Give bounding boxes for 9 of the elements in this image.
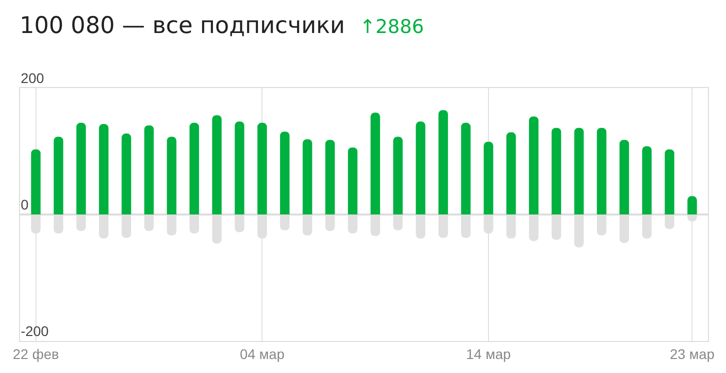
- x-tick-label: 22 фев: [12, 346, 59, 362]
- y-tick-label: 200: [20, 70, 44, 86]
- y-tick-label: 0: [20, 196, 29, 213]
- x-tick-label: 04 мар: [240, 346, 285, 362]
- x-tick-label: 14 мар: [466, 346, 512, 362]
- chart-title: 100 080 — все подписчики: [20, 12, 346, 39]
- chart-subtitle: ↑2886: [360, 16, 424, 38]
- y-tick-label: -200: [20, 323, 49, 340]
- x-tick-label: 23 мар: [670, 346, 715, 362]
